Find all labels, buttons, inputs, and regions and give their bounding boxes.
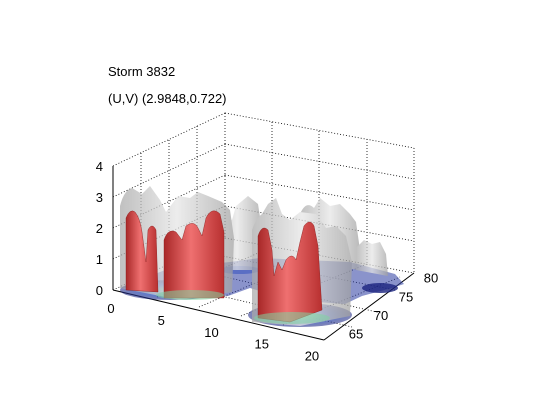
z-tick-label: 0	[96, 283, 103, 298]
y-tick-label: 80	[424, 271, 438, 286]
chart-subtitle: (U,V) (2.9848,0.722)	[108, 91, 227, 106]
y-axis-ticks: 65 70 75 80	[349, 271, 438, 342]
isosurface-outer	[120, 186, 388, 326]
z-tick-label: 4	[96, 159, 103, 174]
x-tick-label: 0	[107, 301, 114, 316]
y-tick-label: 70	[374, 308, 388, 323]
y-tick-label: 75	[399, 289, 413, 304]
y-tick-label: 65	[349, 327, 363, 342]
z-axis-ticks: 0 1 2 3 4	[96, 159, 103, 298]
isosurface-core	[125, 210, 323, 323]
z-tick-label: 1	[96, 252, 103, 267]
x-tick-label: 20	[305, 349, 319, 364]
x-axis-ticks: 0 5 10 15 20	[107, 301, 319, 364]
x-tick-label: 5	[158, 313, 165, 328]
x-tick-label: 10	[204, 325, 218, 340]
chart-title: Storm 3832	[108, 64, 176, 79]
z-tick-label: 3	[96, 190, 103, 205]
base-highlight	[156, 290, 330, 324]
x-tick-label: 15	[254, 337, 268, 352]
z-tick-label: 2	[96, 221, 103, 236]
